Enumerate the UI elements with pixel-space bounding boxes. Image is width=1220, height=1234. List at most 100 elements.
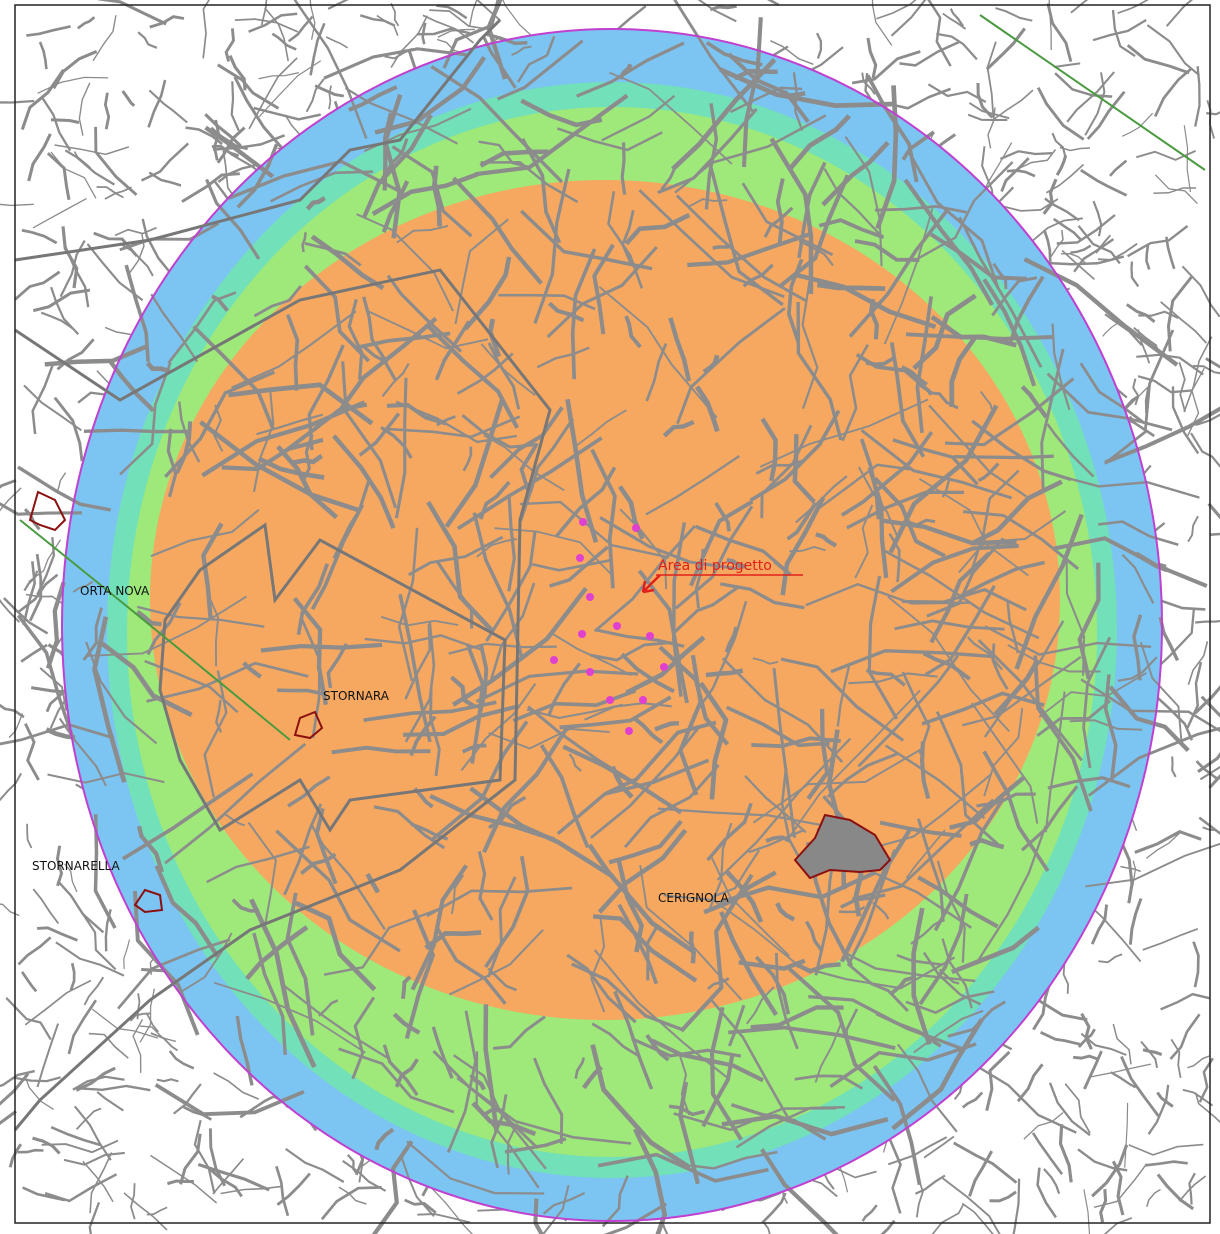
road — [1069, 719, 1143, 731]
road — [1120, 1055, 1160, 1117]
road — [949, 335, 978, 407]
road — [689, 198, 728, 208]
road — [549, 545, 609, 588]
road — [745, 986, 775, 1025]
road — [1092, 200, 1103, 237]
road — [929, 232, 1027, 281]
road — [1156, 1091, 1174, 1108]
road — [310, 503, 365, 611]
zone-inner — [150, 180, 1060, 1020]
road — [1199, 765, 1220, 781]
road — [175, 421, 193, 474]
place-label: ORTA NOVA — [80, 584, 150, 598]
road — [137, 605, 265, 628]
road — [775, 952, 799, 1050]
road — [32, 288, 91, 313]
road — [212, 134, 286, 151]
road — [426, 886, 573, 918]
road — [426, 500, 495, 634]
road — [213, 1072, 260, 1100]
road — [754, 955, 791, 1015]
road — [574, 1057, 586, 1079]
road — [1192, 941, 1200, 988]
road — [204, 125, 275, 179]
road — [920, 741, 931, 800]
road — [132, 1019, 144, 1073]
road — [590, 917, 606, 1013]
road — [448, 929, 544, 996]
road — [63, 244, 90, 308]
road — [166, 1179, 194, 1186]
road — [779, 174, 850, 288]
road — [91, 1008, 158, 1039]
road — [796, 301, 843, 441]
road — [985, 27, 1026, 71]
road — [915, 1178, 924, 1218]
road — [366, 309, 489, 350]
road — [727, 1004, 746, 1047]
road — [1043, 229, 1052, 263]
road — [1136, 353, 1204, 376]
road — [1145, 831, 1181, 859]
road — [148, 89, 188, 124]
road — [982, 750, 1050, 873]
road — [671, 58, 777, 171]
road — [47, 772, 165, 784]
road — [489, 406, 564, 479]
road — [406, 1140, 545, 1195]
road — [559, 695, 672, 730]
road — [1012, 1178, 1021, 1234]
road — [848, 208, 950, 338]
road — [323, 47, 467, 80]
road — [890, 0, 927, 37]
road — [119, 362, 172, 476]
road — [1121, 553, 1155, 604]
road — [472, 512, 524, 661]
road — [253, 106, 321, 121]
road — [1170, 1038, 1182, 1079]
road — [148, 171, 182, 187]
road — [216, 126, 246, 164]
road — [1111, 1160, 1125, 1216]
road — [712, 244, 733, 250]
road — [876, 0, 917, 20]
road — [598, 286, 718, 419]
road — [257, 456, 325, 480]
road — [687, 231, 812, 268]
road — [0, 203, 34, 207]
road — [374, 56, 487, 135]
road — [117, 938, 231, 1010]
road — [1023, 1111, 1064, 1140]
road — [121, 772, 254, 861]
road — [890, 87, 952, 110]
road — [23, 384, 82, 432]
road — [1182, 1088, 1214, 1107]
road — [1092, 19, 1147, 42]
road — [1209, 532, 1220, 536]
road — [483, 434, 565, 492]
road — [54, 144, 130, 156]
road — [173, 1083, 202, 1115]
road — [912, 293, 977, 371]
road — [1058, 1124, 1073, 1183]
road — [986, 41, 997, 119]
road — [888, 533, 901, 583]
road — [780, 496, 826, 596]
road — [919, 478, 1029, 577]
road — [1008, 275, 1045, 343]
road — [818, 218, 884, 239]
road — [275, 829, 401, 953]
road — [32, 198, 87, 229]
road — [775, 178, 785, 244]
road — [752, 657, 779, 665]
town-outline — [293, 710, 324, 740]
road — [792, 72, 804, 131]
road — [741, 17, 763, 168]
road — [305, 78, 325, 113]
road — [706, 802, 753, 862]
road — [1160, 992, 1210, 1011]
road — [488, 727, 610, 750]
road — [201, 400, 366, 478]
road — [480, 161, 579, 204]
road — [1000, 157, 1030, 193]
